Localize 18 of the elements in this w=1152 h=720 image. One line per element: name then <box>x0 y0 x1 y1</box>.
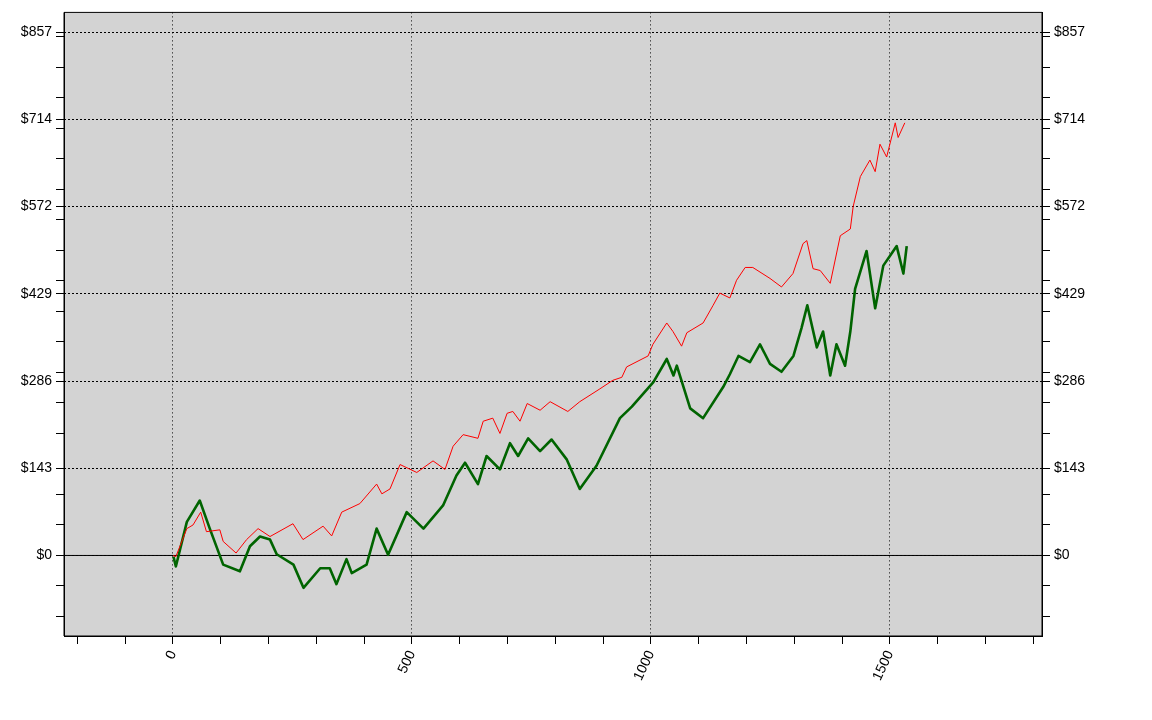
y2-tick-label: $572 <box>1054 197 1086 214</box>
y-tick-label: $714 <box>20 110 53 127</box>
y2-tick-label: $429 <box>1054 284 1086 301</box>
x-tick-label: 1000 <box>629 647 658 683</box>
y-tick-label: $0 <box>36 546 53 563</box>
y-tick-label: $857 <box>20 23 53 40</box>
y-tick-label: $286 <box>20 371 53 388</box>
y2-tick-label: $0 <box>1054 546 1070 563</box>
y-tick-label: $572 <box>20 197 53 214</box>
y-tick-label: $143 <box>20 459 53 476</box>
y2-tick-label: $857 <box>1054 23 1086 40</box>
y2-tick-label: $143 <box>1054 459 1086 476</box>
x-tick-label: 0 <box>161 647 180 662</box>
x-tick-label: 1500 <box>868 647 897 683</box>
x-tick-label: 500 <box>393 647 419 676</box>
y2-tick-label: $714 <box>1054 110 1086 127</box>
y2-tick-label: $286 <box>1054 371 1086 388</box>
y-tick-label: $429 <box>20 284 53 301</box>
